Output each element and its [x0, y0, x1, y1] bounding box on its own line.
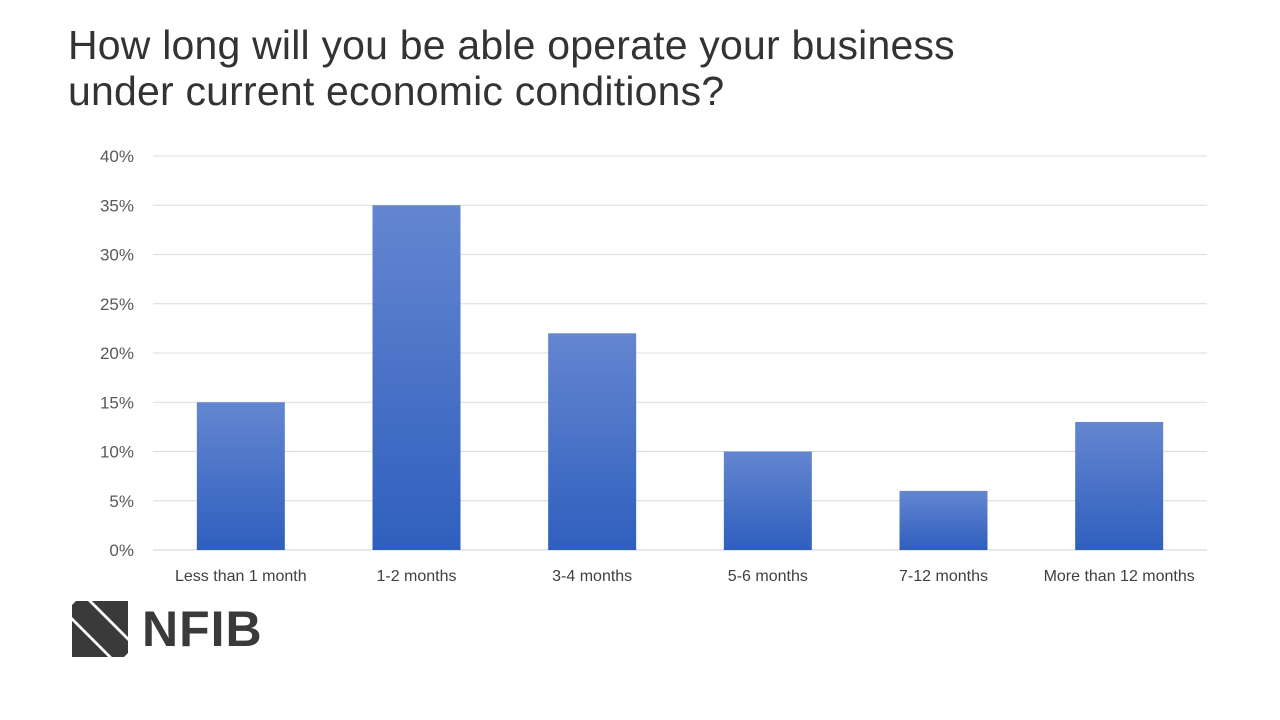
grid-lines	[153, 155, 1207, 551]
bar	[899, 490, 988, 550]
bar	[196, 402, 285, 550]
chart-title-line-1: How long will you be able operate your b…	[68, 22, 955, 68]
nfib-logo-text: NFIB	[142, 601, 263, 657]
x-axis-labels: Less than 1 month 1-2 months 3-4 months 5-6…	[175, 568, 1195, 585]
bar	[723, 451, 812, 550]
y-tick-label: 20%	[100, 344, 134, 363]
chart-title: How long will you be able operate your b…	[68, 22, 1218, 114]
bars	[196, 205, 1164, 550]
bar	[1075, 421, 1164, 550]
x-tick-label: More than 12 months	[1044, 568, 1195, 585]
bar-chart: 0% 5% 10% 15% 20% 25% 30% 35% 40% Less than 1 mo…	[100, 147, 1207, 585]
bar	[372, 205, 461, 550]
y-tick-label: 30%	[100, 246, 134, 265]
y-tick-label: 25%	[100, 295, 134, 314]
x-tick-label: 7-12 months	[899, 568, 988, 585]
y-tick-label: 10%	[100, 443, 134, 462]
y-tick-label: 5%	[109, 492, 134, 511]
nfib-logo-mark-icon	[72, 601, 128, 657]
chart-title-line-2: under current economic conditions?	[68, 68, 725, 114]
y-tick-label: 40%	[100, 147, 134, 166]
x-tick-label: 3-4 months	[552, 568, 632, 585]
x-tick-label: 5-6 months	[728, 568, 808, 585]
x-tick-label: Less than 1 month	[175, 568, 307, 585]
y-tick-label: 35%	[100, 196, 134, 215]
nfib-logo: NFIB	[72, 600, 263, 658]
bar	[548, 333, 637, 550]
y-axis-ticks: 0% 5% 10% 15% 20% 25% 30% 35% 40%	[100, 147, 134, 560]
x-tick-label: 1-2 months	[376, 568, 456, 585]
y-tick-label: 15%	[100, 393, 134, 412]
y-tick-label: 0%	[109, 541, 134, 560]
